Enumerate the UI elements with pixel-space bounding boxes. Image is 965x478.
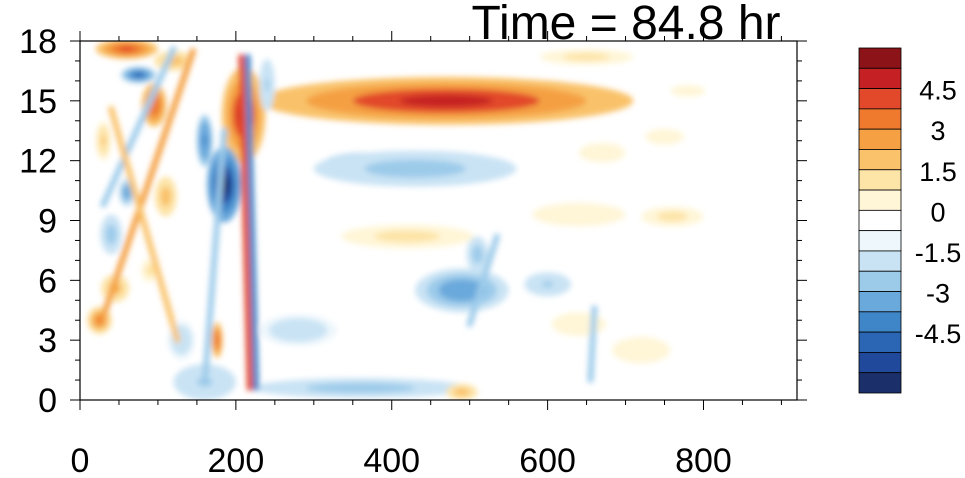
contour-streak-2 [100, 47, 197, 320]
contour-streak-7 [466, 233, 500, 328]
contour-blob-21-3 [571, 321, 586, 328]
colorbar-box [858, 189, 902, 211]
colorbar-box [858, 67, 902, 89]
contour-blob-14-3 [450, 284, 474, 296]
contour-blob-35-3 [101, 135, 106, 146]
contour-blob-8-3 [389, 164, 441, 174]
contour-blob-10-3 [659, 134, 670, 139]
contour-blob-34-3 [682, 88, 694, 93]
colorbar-label: 4.5 [919, 76, 957, 106]
contour-blob-5-3 [134, 72, 143, 77]
y-tick-label: 9 [38, 203, 57, 241]
contour-streak-1 [244, 53, 260, 392]
contour-blob-19-3 [288, 326, 308, 335]
y-tick-label: 6 [38, 262, 57, 300]
x-axis: 0 200 400 600 800 [71, 31, 782, 478]
colorbar-box [858, 352, 902, 374]
contour-blob-26-3 [163, 191, 169, 202]
x-tick-label: 600 [519, 442, 576, 473]
colorbar-label: 3 [930, 116, 945, 146]
contour-blob-12-3 [563, 210, 595, 219]
y-tick-label: 0 [38, 382, 57, 420]
contour-streak-5 [201, 127, 228, 388]
contour-blob-32-3 [265, 78, 269, 92]
contour-blob-11-3 [390, 233, 424, 240]
chart-title: Time = 84.8 hr [471, 0, 780, 50]
colorbar-box [858, 311, 902, 333]
contour-blob-2-3 [118, 46, 135, 52]
contour-blob-31-3 [202, 134, 207, 148]
colorbar-box [858, 88, 902, 110]
colorbar-box [858, 128, 902, 150]
y-tick-label: 3 [38, 322, 57, 360]
contour-blob-27-3 [124, 189, 129, 197]
colorbar: 4.5 3 1.5 0 -1.5 -3 -4.5 [858, 47, 962, 394]
y-tick-label: 12 [19, 143, 57, 181]
x-tick-label: 0 [71, 442, 90, 473]
contour-blob-9-3 [596, 150, 609, 156]
colorbar-box [858, 270, 902, 292]
contour-blob-23-3 [96, 316, 103, 324]
colorbar-box [858, 230, 902, 252]
contour-blob-16-3 [541, 281, 554, 288]
colorbar-box [858, 291, 902, 313]
colorbar-label: -1.5 [915, 238, 962, 268]
contour-blob-22-3 [631, 345, 651, 355]
contour-blob-15-3 [474, 249, 481, 259]
y-tick-label: 18 [19, 23, 57, 61]
contour-blob-20-3 [457, 390, 466, 395]
contour-blob-28-3 [108, 229, 114, 240]
colorbar-box [858, 108, 902, 130]
y-tick-label: 15 [19, 83, 57, 121]
contour-streak-6 [587, 305, 598, 384]
colorbar-box [858, 47, 902, 69]
x-tick-label: 200 [208, 442, 265, 473]
x-tick-label: 400 [363, 442, 420, 473]
contour-blob-13-3 [664, 214, 681, 220]
contour-blob-18-3 [333, 385, 388, 391]
colorbar-box [858, 169, 902, 191]
colorbar-box [858, 149, 902, 171]
contour-blob-0-3 [399, 94, 494, 107]
colorbar-label: -3 [926, 279, 950, 309]
contour-blob-30-3 [215, 335, 219, 345]
contour-streak-4 [108, 105, 181, 344]
colorbar-label: 0 [930, 197, 945, 227]
colorbar-box [858, 250, 902, 272]
colorbar-label: -4.5 [915, 319, 962, 349]
contour-blob-33-3 [574, 54, 599, 59]
y-axis: 0 3 6 9 12 15 18 [19, 23, 807, 420]
contour-streak-3 [100, 45, 177, 208]
colorbar-box [858, 372, 902, 394]
colorbar-box [858, 209, 902, 232]
contour-field [87, 41, 712, 400]
contour-streak-0 [238, 53, 253, 392]
colorbar-label: 1.5 [919, 157, 957, 187]
contour-blob-25-3 [147, 267, 153, 274]
colorbar-box [858, 331, 902, 353]
x-tick-label: 800 [675, 442, 732, 473]
